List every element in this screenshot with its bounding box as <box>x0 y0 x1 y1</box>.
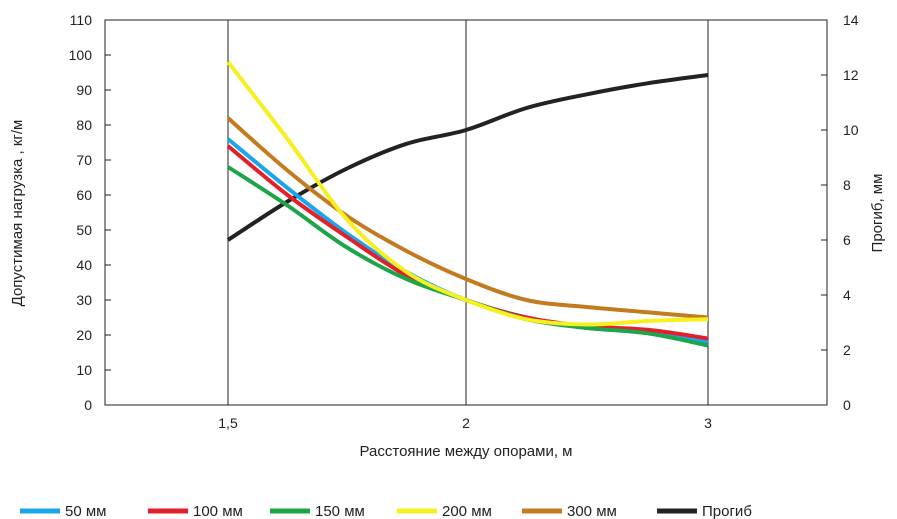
x-axis-title: Расстояние между опорами, м <box>360 443 573 460</box>
y-right-tick-label-4: 8 <box>843 177 851 193</box>
y-right-tick-label-0: 0 <box>843 397 851 413</box>
y-left-tick-label-1: 10 <box>76 362 92 378</box>
series-line-3 <box>226 60 709 327</box>
series-line-4 <box>226 116 709 320</box>
y-right-tick-label-5: 10 <box>843 122 859 138</box>
y-axis-left-title: Допустимая нагрузка , кг/м <box>9 120 26 307</box>
y-right-tick-label-6: 12 <box>843 67 859 83</box>
y-left-tick-label-0: 0 <box>84 397 92 413</box>
legend-label-0: 50 мм <box>65 503 106 519</box>
series-line-5 <box>226 73 709 242</box>
y-right-tick-label-2: 4 <box>843 287 851 303</box>
legend-label-1: 100 мм <box>193 503 243 519</box>
x-tick-label-0: 1,5 <box>218 415 238 431</box>
x-tick-label-2: 3 <box>704 415 712 431</box>
y-right-tick-label-7: 14 <box>843 12 859 28</box>
y-axis-left-ticks: 0 10 20 30 40 50 60 70 80 90 100 110 <box>69 12 111 413</box>
y-axis-right-title: Прогиб, мм <box>869 174 886 253</box>
y-left-tick-label-11: 110 <box>70 12 93 28</box>
y-left-tick-label-5: 50 <box>76 222 92 238</box>
y-left-tick-label-9: 90 <box>76 82 92 98</box>
series-lines <box>226 60 709 348</box>
legend-label-5: Прогиб <box>702 503 752 519</box>
y-left-tick-label-3: 30 <box>76 292 92 308</box>
legend-label-4: 300 мм <box>567 503 617 519</box>
y-axis-right-ticks: 0 2 4 6 8 10 12 14 <box>821 12 859 413</box>
y-left-tick-label-10: 100 <box>69 47 93 63</box>
y-left-tick-label-8: 80 <box>76 117 92 133</box>
y-left-tick-label-6: 60 <box>76 187 92 203</box>
y-right-tick-label-1: 2 <box>843 342 851 358</box>
legend: 50 мм 100 мм 150 мм 200 мм 300 мм Прогиб <box>20 503 752 519</box>
legend-label-3: 200 мм <box>442 503 492 519</box>
y-left-tick-label-2: 20 <box>76 327 92 343</box>
x-axis-ticks: 1,5 2 3 <box>218 415 712 431</box>
y-left-tick-label-7: 70 <box>76 152 92 168</box>
plot-area-frame <box>104 19 828 406</box>
x-tick-label-1: 2 <box>462 415 470 431</box>
y-right-tick-label-3: 6 <box>843 232 851 248</box>
y-left-tick-label-4: 40 <box>76 257 92 273</box>
legend-label-2: 150 мм <box>315 503 365 519</box>
